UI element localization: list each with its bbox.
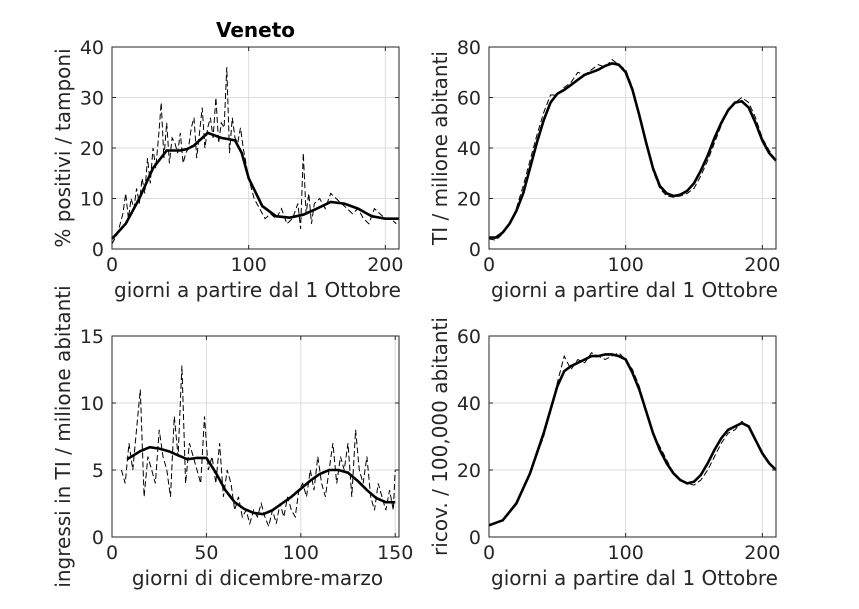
series-smoothed [488, 353, 777, 527]
y-tick-label-0: 0 [92, 239, 104, 261]
x-tick-label-2: 100 [283, 542, 319, 564]
series-raw [111, 67, 397, 245]
y-tick-label-4: 40 [80, 37, 104, 59]
y-tick-label-0: 0 [469, 527, 481, 549]
y-tick-label-1: 20 [457, 460, 481, 482]
y-axis-label: % positivi / tamponi [51, 48, 75, 247]
x-tick-label-1: 50 [194, 542, 218, 564]
x-axis-label: giorni a partire dal 1 Ottobre [491, 566, 778, 590]
series-raw [488, 352, 777, 526]
y-tick-label-3: 60 [457, 326, 481, 348]
y-tick-label-3: 30 [80, 88, 104, 110]
subplot-3: 0 50 100 150 0 5 10 15 giorni di dicembre-marzo i… [51, 285, 413, 590]
grid-lines [488, 335, 776, 538]
chart-title: Veneto [216, 18, 295, 42]
x-axis-label: giorni a partire dal 1 Ottobre [114, 278, 401, 302]
grid-lines [111, 46, 399, 250]
series-smoothed [111, 131, 399, 240]
x-tick-label-2: 200 [367, 254, 403, 276]
x-axis-label: giorni di dicembre-marzo [132, 566, 383, 590]
y-tick-label-0: 0 [92, 527, 104, 549]
subplot-1: 0 100 200 0 10 20 30 40 giorni a partire dal 1 O… [51, 18, 403, 302]
grid-lines [488, 46, 776, 250]
series-smoothed [489, 62, 777, 239]
x-tick-label-1: 100 [608, 254, 644, 276]
y-tick-label-1: 20 [457, 189, 481, 211]
x-tick-label-3: 150 [377, 542, 413, 564]
x-tick-label-1: 100 [608, 542, 644, 564]
axes-frame [111, 335, 400, 538]
y-tick-label-1: 5 [92, 460, 104, 482]
series-raw [120, 365, 396, 528]
y-tick-label-3: 15 [80, 326, 104, 348]
x-axis-label: giorni a partire dal 1 Ottobre [491, 278, 778, 302]
series-smoothed [126, 445, 396, 516]
y-tick-label-2: 40 [457, 138, 481, 160]
x-tick-label-0: 0 [106, 542, 118, 564]
x-tick-label-0: 0 [106, 254, 118, 276]
x-tick-label-1: 100 [231, 254, 267, 276]
y-tick-label-2: 20 [80, 138, 104, 160]
y-tick-label-3: 60 [457, 88, 481, 110]
y-tick-label-0: 0 [469, 239, 481, 261]
x-tick-label-2: 200 [744, 542, 780, 564]
y-axis-label: ingressi in TI / milione abitanti [51, 285, 75, 587]
axes-frame [488, 335, 777, 538]
y-tick-label-2: 40 [457, 393, 481, 415]
y-tick-label-1: 10 [80, 189, 104, 211]
subplot-2: 0 100 200 0 20 40 60 80 giorni a partire dal 1 O… [428, 37, 780, 302]
subplot-4: 0 100 200 0 20 40 60 giorni a partire dal 1 Ott… [428, 317, 780, 590]
grid-lines [111, 335, 399, 538]
y-axis-label: ricov. / 100,000 abitanti [428, 317, 452, 556]
y-axis-label: TI / milione abitanti [428, 51, 452, 246]
y-tick-label-4: 80 [457, 37, 481, 59]
x-tick-label-0: 0 [483, 254, 495, 276]
x-tick-label-0: 0 [483, 542, 495, 564]
x-tick-label-2: 200 [744, 254, 780, 276]
y-tick-label-2: 10 [80, 393, 104, 415]
